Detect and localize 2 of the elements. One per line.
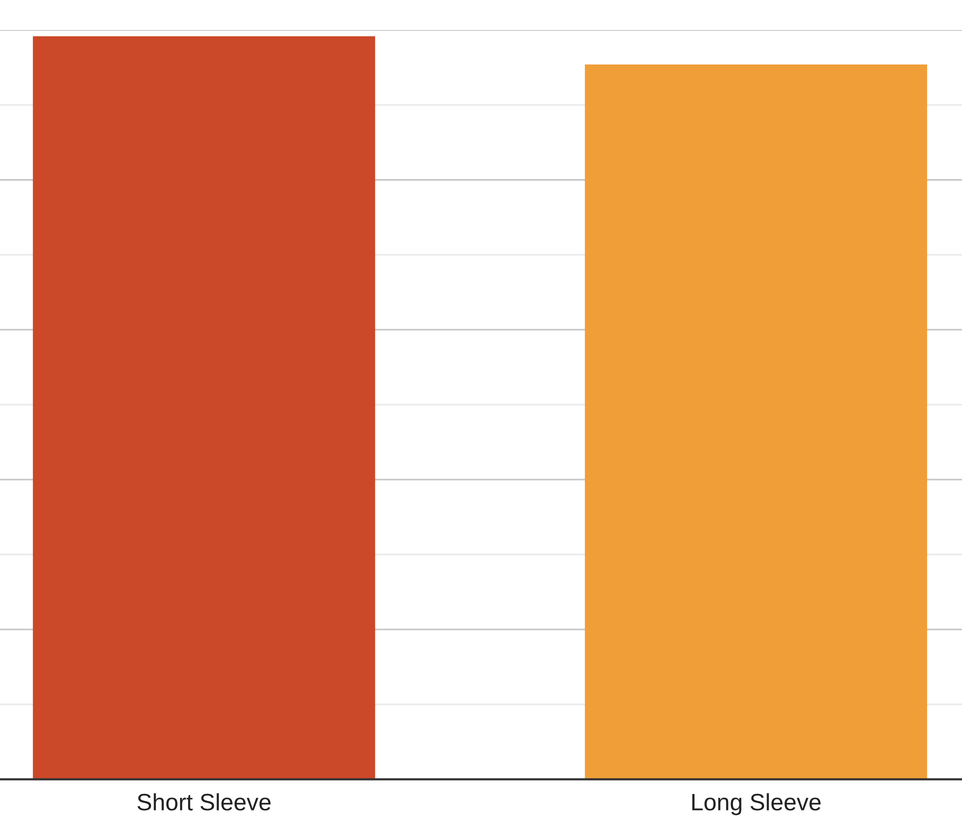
x-tick-label: Long Sleeve — [692, 793, 821, 816]
x-tick-label: Short Sleeve — [137, 793, 271, 811]
